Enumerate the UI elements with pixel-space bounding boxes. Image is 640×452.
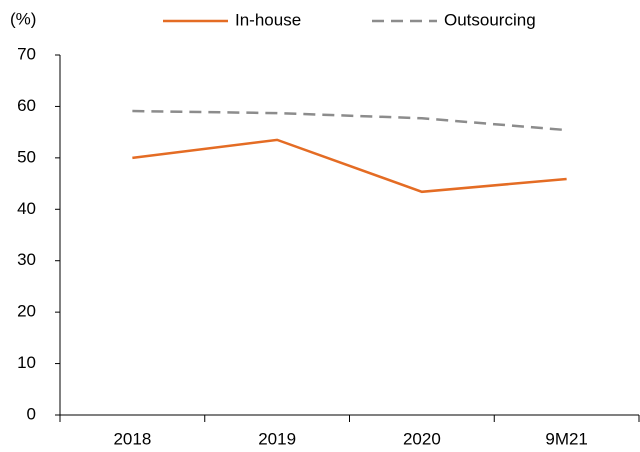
- series-line: [132, 109, 567, 132]
- x-tick-label: 9M21: [545, 429, 588, 448]
- x-tick-label: 2020: [403, 429, 441, 448]
- y-tick-label: 40: [17, 199, 36, 218]
- y-tick-label: 30: [17, 250, 36, 269]
- y-tick-label: 20: [17, 302, 36, 321]
- x-tick-label: 2019: [258, 429, 296, 448]
- y-tick-label: 10: [17, 353, 36, 372]
- y-axis-label: (%): [10, 9, 36, 28]
- y-tick-label: 0: [27, 404, 36, 423]
- legend-label: Outsourcing: [444, 10, 536, 29]
- y-tick-label: 50: [17, 147, 36, 166]
- y-tick-label: 70: [17, 44, 36, 63]
- y-tick-label: 60: [17, 96, 36, 115]
- legend-label: In-house: [235, 10, 301, 29]
- x-tick-label: 2018: [113, 429, 151, 448]
- series-line: [132, 138, 567, 194]
